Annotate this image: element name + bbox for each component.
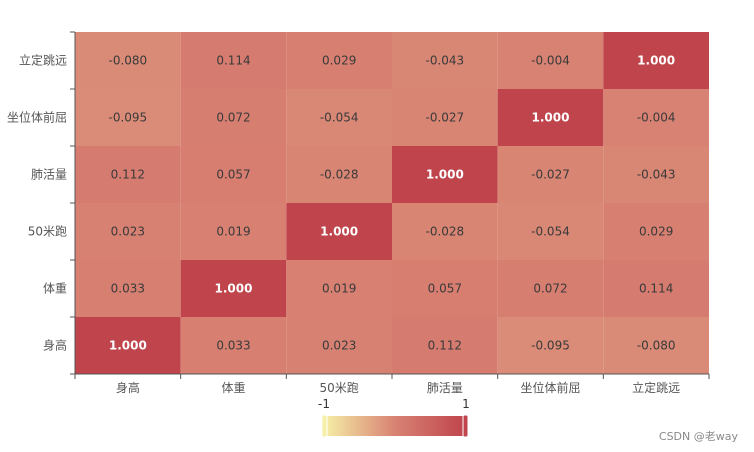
heatmap-cell-label: -0.095	[108, 111, 147, 125]
heatmap-cell[interactable]	[75, 203, 181, 260]
heatmap-cell-label: 0.112	[111, 168, 145, 182]
heatmap-cell-label: 0.033	[216, 339, 250, 353]
visual-map-legend[interactable]: -1 1	[318, 397, 470, 438]
heatmap-cell[interactable]	[180, 146, 287, 203]
heatmap-cell[interactable]	[392, 260, 498, 317]
y-axis-tick-label: 体重	[43, 282, 67, 296]
heatmap-cell[interactable]	[392, 146, 498, 203]
heatmap-cell-label: 0.019	[216, 225, 250, 239]
heatmap-cell[interactable]	[603, 146, 709, 203]
heatmap-cell[interactable]	[286, 89, 392, 146]
heatmap-cell[interactable]	[75, 146, 181, 203]
visual-map-bar[interactable]	[324, 416, 466, 436]
heatmap-cell[interactable]	[75, 260, 181, 317]
heatmap-cell[interactable]	[392, 89, 498, 146]
heatmap-cell[interactable]	[286, 317, 392, 374]
heatmap-cell-label: 0.019	[322, 282, 356, 296]
heatmap-cell[interactable]	[286, 203, 392, 260]
y-axis-tick-label: 50米跑	[28, 225, 67, 239]
heatmap-cell[interactable]	[180, 260, 287, 317]
heatmap-cell-label: -0.043	[425, 54, 464, 68]
heatmap-cell[interactable]	[603, 203, 709, 260]
heatmap-cell[interactable]	[497, 203, 604, 260]
heatmap-cell[interactable]	[75, 317, 181, 374]
y-axis-tick-label: 立定跳远	[19, 53, 67, 68]
heatmap-cell-label: 1.000	[426, 168, 464, 182]
heatmap-cell[interactable]	[497, 317, 604, 374]
y-axis-tick-label: 身高	[43, 338, 67, 353]
x-axis-tick-label: 肺活量	[427, 381, 463, 395]
visual-map-max-label: 1	[462, 397, 470, 411]
heatmap-cell[interactable]	[497, 89, 604, 146]
heatmap-cell[interactable]	[603, 89, 709, 146]
heatmap-cell-label: 1.000	[637, 54, 675, 68]
visual-map-max-handle[interactable]	[462, 414, 469, 438]
heatmap-cell-label: -0.027	[531, 168, 570, 182]
heatmap-cell-label: -0.054	[531, 225, 570, 239]
heatmap-cell[interactable]	[180, 317, 287, 374]
heatmap-cell[interactable]	[286, 32, 392, 89]
heatmap-cell-label: 0.114	[216, 54, 250, 68]
heatmap-cell[interactable]	[392, 203, 498, 260]
visual-map-min-handle[interactable]	[321, 414, 328, 438]
x-axis-tick-label: 50米跑	[320, 381, 359, 395]
heatmap-cell-label: 0.114	[639, 282, 673, 296]
heatmap-cell[interactable]	[603, 260, 709, 317]
heatmap-cell[interactable]	[497, 146, 604, 203]
heatmap-cell[interactable]	[603, 317, 709, 374]
heatmap-cell-label: 0.029	[322, 54, 356, 68]
heatmap-cell[interactable]	[75, 89, 181, 146]
heatmap-cell[interactable]	[603, 32, 709, 89]
heatmap-cell[interactable]	[180, 89, 287, 146]
heatmap-cell-label: 0.072	[533, 282, 567, 296]
y-axis-tick-label: 坐位体前屈	[7, 110, 67, 125]
heatmap-cell-label: 0.033	[111, 282, 145, 296]
heatmap-cell-label: 0.029	[639, 225, 673, 239]
heatmap-cell-label: -0.004	[637, 111, 676, 125]
heatmap-cell-label: -0.043	[637, 168, 676, 182]
heatmap-cell-label: 0.057	[216, 168, 250, 182]
x-axis-tick-label: 身高	[116, 380, 140, 395]
heatmap-cell-label: -0.004	[531, 54, 570, 68]
heatmap-cell[interactable]	[75, 32, 181, 89]
heatmap-cell[interactable]	[392, 32, 498, 89]
heatmap-cell[interactable]	[286, 260, 392, 317]
watermark: CSDN @老way	[658, 430, 738, 443]
x-axis-tick-label: 坐位体前屈	[520, 380, 580, 395]
x-axis-tick-label: 立定跳远	[632, 380, 680, 395]
heatmap-cell[interactable]	[497, 260, 604, 317]
heatmap-cell-label: 1.000	[532, 111, 570, 125]
heatmap-cell-label: 0.023	[322, 339, 356, 353]
heatmap-cell-label: 0.072	[216, 111, 250, 125]
heatmap-cell-label: -0.028	[320, 168, 359, 182]
heatmap-cell-label: 1.000	[109, 339, 147, 353]
heatmap-cell-label: -0.028	[425, 225, 464, 239]
heatmap-cell[interactable]	[286, 146, 392, 203]
heatmap-cell-label: -0.027	[425, 111, 464, 125]
heatmap-cell-label: 0.112	[428, 339, 462, 353]
heatmap-cell[interactable]	[180, 203, 287, 260]
x-axis-tick-label: 体重	[221, 381, 245, 395]
heatmap-cell-label: 1.000	[215, 282, 253, 296]
heatmap-cell-label: -0.054	[320, 111, 359, 125]
heatmap-cell-label: -0.080	[108, 54, 147, 68]
heatmap-cell-label: 0.057	[428, 282, 462, 296]
heatmap-cell-label: -0.080	[637, 339, 676, 353]
y-axis-tick-label: 肺活量	[31, 168, 67, 182]
heatmap-cells: 1.000 0.033 0.023 0.112 -0.095 -0.080 0.033 1.0…	[75, 32, 709, 374]
heatmap-cell[interactable]	[497, 32, 604, 89]
heatmap-cell-label: 0.023	[111, 225, 145, 239]
visual-map-min-label: -1	[318, 397, 330, 411]
heatmap-cell-label: -0.095	[531, 339, 570, 353]
heatmap-cell-label: 1.000	[320, 225, 358, 239]
heatmap-cell[interactable]	[180, 32, 287, 89]
heatmap-cell[interactable]	[392, 317, 498, 374]
